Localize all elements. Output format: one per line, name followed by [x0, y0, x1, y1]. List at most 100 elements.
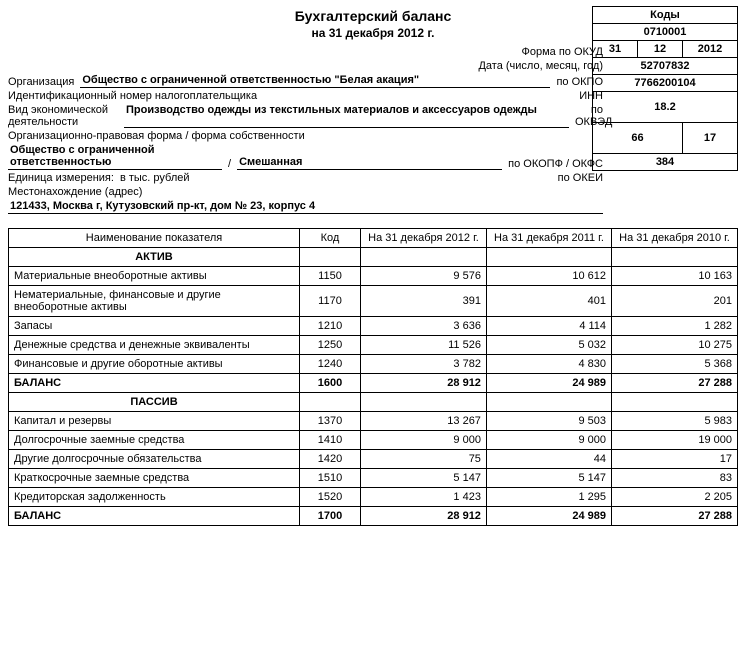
cell-v1: 5 147	[486, 469, 611, 488]
cell-v2: 1 282	[612, 317, 738, 336]
unit-label: Единица измерения:	[8, 172, 120, 184]
col-code: Код	[300, 229, 361, 248]
org-value: Общество с ограниченной ответственностью…	[80, 74, 550, 88]
addr-value: 121433, Москва г, Кутузовский пр-кт, дом…	[8, 200, 603, 214]
legal-value2: Смешанная	[237, 156, 502, 170]
addr-label: Местонахождение (адрес)	[8, 186, 148, 198]
cell-name: БАЛАНС	[9, 507, 300, 526]
cell-v0: 11 526	[361, 336, 487, 355]
cell-code: 1600	[300, 374, 361, 393]
cell-v2: 201	[612, 286, 738, 317]
cell-v1: 44	[486, 450, 611, 469]
cell-name: Долгосрочные заемные средства	[9, 431, 300, 450]
date-month: 12	[638, 41, 683, 58]
cell-v0: 3 782	[361, 355, 487, 374]
table-row: Запасы12103 6364 1141 282	[9, 317, 738, 336]
activity-value: Производство одежды из текстильных матер…	[124, 104, 569, 128]
cell-code: 1240	[300, 355, 361, 374]
cell-v0: 28 912	[361, 507, 487, 526]
cell-v0: 28 912	[361, 374, 487, 393]
cell-v2: 5 368	[612, 355, 738, 374]
legal-code2: 17	[683, 123, 738, 154]
cell-v1: 9 503	[486, 412, 611, 431]
cell-name: Материальные внеоборотные активы	[9, 267, 300, 286]
cell-v1: 24 989	[486, 374, 611, 393]
cell-name: Нематериальные, финансовые и другие внео…	[9, 286, 300, 317]
cell-v0: 391	[361, 286, 487, 317]
cell-name: Денежные средства и денежные эквиваленты	[9, 336, 300, 355]
section-row: ПАССИВ	[9, 393, 738, 412]
table-row: Капитал и резервы137013 2679 5035 983	[9, 412, 738, 431]
table-row: Денежные средства и денежные эквиваленты…	[9, 336, 738, 355]
codes-table: Коды 0710001 31 12 2012 52707832 7766200…	[592, 6, 738, 171]
cell-code: 1250	[300, 336, 361, 355]
legal-code1: 66	[593, 123, 683, 154]
cell-v1: 4 830	[486, 355, 611, 374]
cell-v2: 27 288	[612, 374, 738, 393]
balance-table: Наименование показателя Код На 31 декабр…	[8, 228, 738, 526]
unit-value: в тыс. рублей	[120, 172, 552, 184]
col-2010: На 31 декабря 2010 г.	[612, 229, 738, 248]
table-row: Нематериальные, финансовые и другие внео…	[9, 286, 738, 317]
cell-v2: 27 288	[612, 507, 738, 526]
cell-v1: 5 032	[486, 336, 611, 355]
section-row: АКТИВ	[9, 248, 738, 267]
cell-v2: 17	[612, 450, 738, 469]
date-year: 2012	[683, 41, 738, 58]
cell-v1: 9 000	[486, 431, 611, 450]
cell-v2: 10 275	[612, 336, 738, 355]
table-row: Долгосрочные заемные средства14109 0009 …	[9, 431, 738, 450]
unit-code-label: по ОКЕИ	[552, 172, 603, 184]
cell-name: Другие долгосрочные обязательства	[9, 450, 300, 469]
date-label: Дата (число, месяц, год)	[472, 60, 603, 72]
cell-name: Кредиторская задолженность	[9, 488, 300, 507]
unit-code: 384	[593, 154, 738, 171]
cell-v1: 24 989	[486, 507, 611, 526]
cell-v1: 10 612	[486, 267, 611, 286]
cell-code: 1410	[300, 431, 361, 450]
section-header: АКТИВ	[9, 248, 300, 267]
cell-v1: 401	[486, 286, 611, 317]
cell-v0: 3 636	[361, 317, 487, 336]
table-row: БАЛАНС160028 91224 98927 288	[9, 374, 738, 393]
cell-v2: 19 000	[612, 431, 738, 450]
cell-code: 1700	[300, 507, 361, 526]
table-row: Финансовые и другие оборотные активы1240…	[9, 355, 738, 374]
cell-code: 1210	[300, 317, 361, 336]
col-2011: На 31 декабря 2011 г.	[486, 229, 611, 248]
cell-name: БАЛАНС	[9, 374, 300, 393]
legal-label: Организационно-правовая форма / форма со…	[8, 130, 603, 142]
cell-v0: 1 423	[361, 488, 487, 507]
col-name: Наименование показателя	[9, 229, 300, 248]
cell-v2: 83	[612, 469, 738, 488]
cell-v0: 75	[361, 450, 487, 469]
cell-code: 1420	[300, 450, 361, 469]
legal-value1: Общество с ограниченной ответственностью	[8, 144, 222, 170]
activity-code: 18.2	[593, 92, 738, 123]
cell-name: Запасы	[9, 317, 300, 336]
inn-label: Идентификационный номер налогоплательщик…	[8, 90, 573, 102]
cell-v0: 9 000	[361, 431, 487, 450]
table-header-row: Наименование показателя Код На 31 декабр…	[9, 229, 738, 248]
date-day: 31	[593, 41, 638, 58]
codes-header: Коды	[593, 7, 738, 24]
activity-label: Вид экономической деятельности	[8, 104, 124, 128]
cell-v2: 2 205	[612, 488, 738, 507]
inn-code: 7766200104	[593, 75, 738, 92]
table-row: Кредиторская задолженность15201 4231 295…	[9, 488, 738, 507]
cell-code: 1510	[300, 469, 361, 488]
cell-name: Краткосрочные заемные средства	[9, 469, 300, 488]
cell-name: Капитал и резервы	[9, 412, 300, 431]
table-row: Материальные внеоборотные активы11509 57…	[9, 267, 738, 286]
form-label: Форма по ОКУД	[516, 46, 604, 58]
cell-v1: 4 114	[486, 317, 611, 336]
cell-code: 1370	[300, 412, 361, 431]
cell-v1: 1 295	[486, 488, 611, 507]
cell-v0: 9 576	[361, 267, 487, 286]
org-code: 52707832	[593, 58, 738, 75]
cell-v0: 5 147	[361, 469, 487, 488]
cell-code: 1170	[300, 286, 361, 317]
section-header: ПАССИВ	[9, 393, 300, 412]
table-row: Краткосрочные заемные средства15105 1475…	[9, 469, 738, 488]
cell-v2: 5 983	[612, 412, 738, 431]
